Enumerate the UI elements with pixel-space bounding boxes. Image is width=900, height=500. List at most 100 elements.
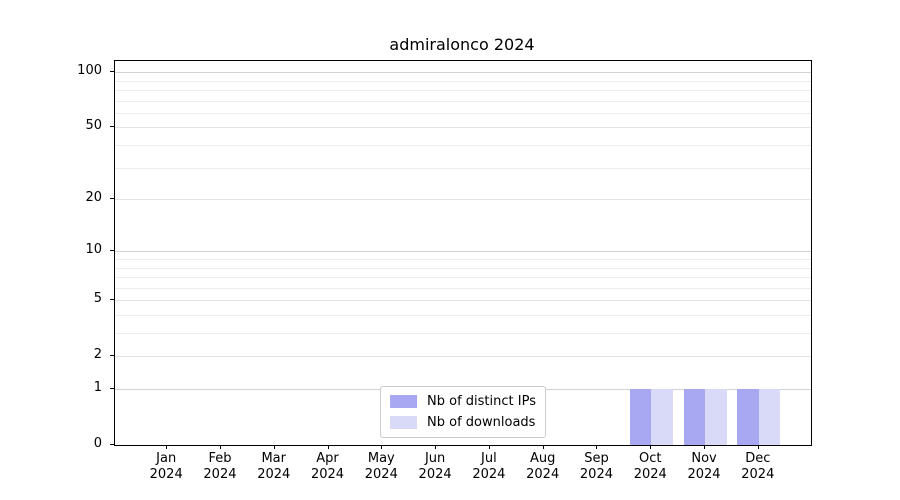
x-tick-mark xyxy=(435,445,437,449)
x-tick-month: Mar xyxy=(261,451,286,466)
y-minor-gridline xyxy=(115,167,811,169)
y-minor-gridline xyxy=(115,80,811,82)
x-tick-year: 2024 xyxy=(203,467,237,482)
y-tick-mark xyxy=(110,71,114,73)
y-tick-label: 20 xyxy=(85,190,102,206)
x-tick-month: Apr xyxy=(316,451,339,466)
y-minor-gridline xyxy=(115,100,811,102)
x-tick-year: 2024 xyxy=(310,467,345,482)
y-gridline xyxy=(115,72,811,74)
x-tick-mark xyxy=(596,445,598,449)
x-tick-label: May 2024 xyxy=(351,451,411,483)
y-minor-gridline xyxy=(115,145,811,146)
x-tick-year: 2024 xyxy=(472,467,506,482)
x-tick-label: Jan 2024 xyxy=(136,451,196,483)
x-tick-mark xyxy=(757,445,759,449)
legend-swatch xyxy=(390,395,418,408)
y-minor-gridline xyxy=(115,333,811,334)
x-tick-label: Feb 2024 xyxy=(190,451,250,483)
x-tick-label: Sep 2024 xyxy=(566,451,626,483)
x-tick-label: Oct 2024 xyxy=(620,451,680,483)
x-tick-year: 2024 xyxy=(633,467,667,482)
y-gridline xyxy=(115,356,811,358)
y-tick-label: 50 xyxy=(85,118,102,134)
x-tick-year: 2024 xyxy=(579,467,613,482)
bar xyxy=(737,389,759,445)
x-tick-year: 2024 xyxy=(741,467,775,482)
y-tick-mark xyxy=(110,198,114,200)
bar xyxy=(651,389,673,445)
x-tick-month: Dec xyxy=(745,451,771,466)
x-tick-month: Nov xyxy=(691,451,717,466)
y-tick-label: 5 xyxy=(93,291,102,307)
x-axis: Jan 2024 Feb 2024 Mar 2024 Apr 2024 May 2024 Jun 20… xyxy=(114,445,810,500)
x-tick-label: Jul 2024 xyxy=(459,451,519,483)
y-tick-label: 0 xyxy=(93,436,102,451)
x-tick-mark xyxy=(704,445,706,449)
x-tick-month: Jun xyxy=(424,451,446,466)
x-tick-month: Sep xyxy=(584,451,609,466)
legend-label: Nb of downloads xyxy=(427,415,536,430)
x-tick-label: Apr 2024 xyxy=(298,451,358,483)
y-tick-label: 2 xyxy=(93,347,102,363)
x-tick-year: 2024 xyxy=(149,467,183,482)
x-tick-year: 2024 xyxy=(364,467,398,482)
x-tick-label: Aug 2024 xyxy=(513,451,573,483)
y-gridline xyxy=(115,199,811,201)
plot-area: Nb of distinct IPs Nb of downloads xyxy=(114,60,812,446)
x-tick-mark xyxy=(381,445,383,449)
y-minor-gridline xyxy=(115,258,811,260)
y-minor-gridline xyxy=(115,90,811,91)
x-tick-mark xyxy=(327,445,329,449)
y-minor-gridline xyxy=(115,287,811,289)
x-tick-month: May xyxy=(367,451,395,466)
x-tick-year: 2024 xyxy=(687,467,721,482)
x-tick-month: Oct xyxy=(639,451,662,466)
x-tick-mark xyxy=(542,445,544,449)
x-tick-label: Jun 2024 xyxy=(405,451,465,483)
x-tick-month: Aug xyxy=(529,451,556,466)
y-tick-mark xyxy=(110,444,114,445)
x-tick-month: Jul xyxy=(481,451,497,466)
chart-title: admiralonco 2024 xyxy=(389,35,535,54)
x-tick-mark xyxy=(166,445,168,449)
y-minor-gridline xyxy=(115,267,811,269)
x-tick-mark xyxy=(650,445,652,449)
y-tick-label: 10 xyxy=(85,242,102,258)
x-tick-label: Nov 2024 xyxy=(674,451,734,483)
y-minor-gridline xyxy=(115,314,811,316)
legend-entry: Nb of downloads xyxy=(390,415,536,430)
y-tick-mark xyxy=(110,355,114,357)
x-tick-year: 2024 xyxy=(257,467,291,482)
bar xyxy=(705,389,727,445)
x-tick-month: Feb xyxy=(208,451,232,466)
y-axis: 0 1 2 5 10 20 50 100 xyxy=(0,60,114,452)
legend-entry: Nb of distinct IPs xyxy=(390,394,536,409)
x-tick-year: 2024 xyxy=(526,467,560,482)
x-tick-label: Mar 2024 xyxy=(244,451,304,483)
bar xyxy=(683,389,706,445)
x-tick-month: Jan xyxy=(156,451,177,466)
y-tick-mark xyxy=(110,250,114,252)
x-tick-mark xyxy=(488,445,490,449)
x-tick-year: 2024 xyxy=(418,467,452,482)
legend: Nb of distinct IPs Nb of downloads xyxy=(380,386,546,438)
y-tick-mark xyxy=(110,126,114,128)
y-gridline xyxy=(115,251,811,253)
y-tick-mark xyxy=(110,388,114,389)
x-tick-mark xyxy=(273,445,275,449)
y-tick-label: 100 xyxy=(77,63,102,79)
legend-label: Nb of distinct IPs xyxy=(427,394,536,409)
y-tick-label: 1 xyxy=(93,380,102,395)
y-minor-gridline xyxy=(115,112,811,114)
y-gridline xyxy=(115,127,811,129)
bar xyxy=(758,389,781,445)
x-tick-label: Dec 2024 xyxy=(728,451,788,483)
x-tick-mark xyxy=(219,445,221,449)
y-gridline xyxy=(115,300,811,302)
legend-swatch xyxy=(390,416,418,429)
y-tick-mark xyxy=(110,299,114,301)
y-minor-gridline xyxy=(115,277,811,279)
bar xyxy=(629,389,652,445)
